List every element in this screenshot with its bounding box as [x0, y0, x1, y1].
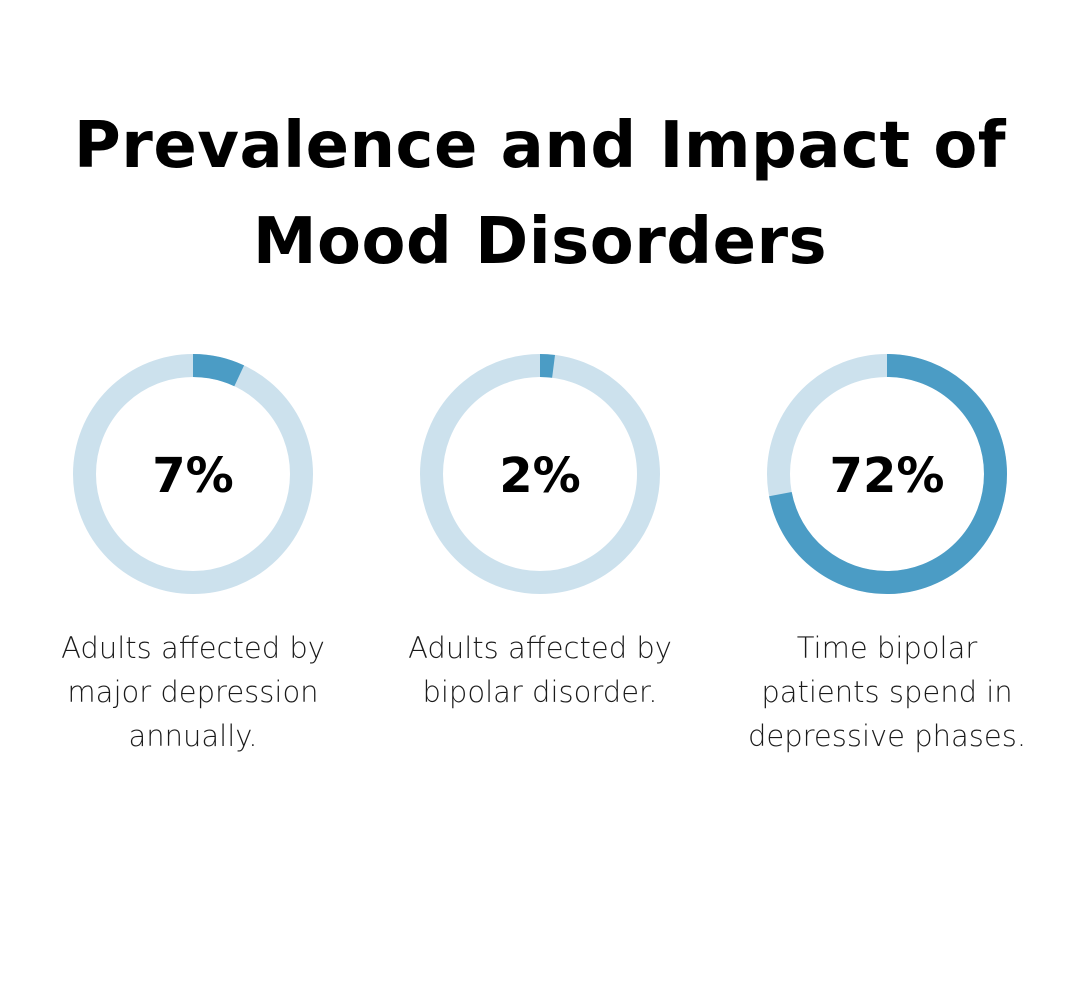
donut-chart-depressive-phases: 72%: [767, 354, 1007, 594]
percent-label: 72%: [830, 448, 945, 504]
page-title: Prevalence and Impact of Mood Disorders: [73, 109, 1007, 279]
percent-label: 2%: [499, 448, 581, 504]
donut-value-arc: [73, 354, 313, 594]
donut-value-arc: [767, 354, 1007, 594]
stats-row: 7% Adults affected by major depression a…: [0, 352, 1080, 772]
donut-chart-bipolar-disorder: 2%: [420, 354, 660, 594]
stat-caption: Adults affected by bipolar disorder.: [408, 631, 672, 709]
donut-chart-major-depression: 7%: [73, 354, 313, 594]
stat-caption: Adults affected by major depression annu…: [61, 631, 325, 753]
percent-label: 7%: [152, 448, 234, 504]
donut-value-arc: [420, 354, 660, 594]
stat-major-depression: 7% Adults affected by major depression a…: [33, 352, 353, 758]
stat-bipolar-disorder: 2% Adults affected by bipolar disorder.: [380, 352, 700, 714]
stat-depressive-phases: 72% Time bipolar patients spend in depre…: [727, 352, 1047, 758]
stat-caption: Time bipolar patients spend in depressiv…: [747, 631, 1027, 753]
